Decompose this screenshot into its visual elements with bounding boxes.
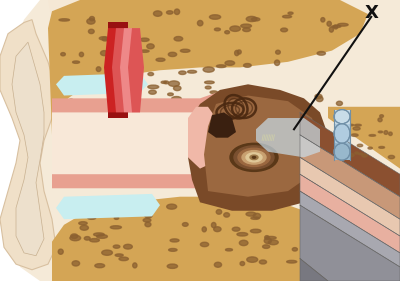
Ellipse shape: [253, 213, 260, 219]
Ellipse shape: [336, 101, 342, 105]
Ellipse shape: [139, 210, 145, 213]
Ellipse shape: [248, 91, 255, 96]
Ellipse shape: [87, 19, 95, 24]
Ellipse shape: [389, 132, 392, 135]
Ellipse shape: [194, 112, 198, 117]
Ellipse shape: [174, 106, 186, 111]
Ellipse shape: [179, 71, 186, 74]
Ellipse shape: [118, 33, 128, 35]
Ellipse shape: [288, 12, 293, 14]
Ellipse shape: [70, 235, 81, 241]
Ellipse shape: [111, 73, 121, 77]
Ellipse shape: [251, 217, 259, 219]
Ellipse shape: [243, 114, 249, 117]
Ellipse shape: [301, 250, 309, 253]
Ellipse shape: [238, 148, 270, 166]
Ellipse shape: [378, 131, 383, 133]
Polygon shape: [300, 205, 400, 281]
Ellipse shape: [99, 37, 108, 40]
Ellipse shape: [281, 114, 286, 117]
Ellipse shape: [214, 227, 221, 232]
Ellipse shape: [262, 245, 270, 248]
Ellipse shape: [330, 240, 341, 244]
Polygon shape: [104, 28, 120, 112]
Ellipse shape: [58, 249, 63, 254]
Ellipse shape: [148, 72, 154, 76]
Ellipse shape: [169, 248, 177, 251]
Ellipse shape: [174, 9, 180, 15]
Ellipse shape: [72, 61, 80, 63]
Polygon shape: [300, 157, 400, 236]
Ellipse shape: [334, 25, 338, 29]
Ellipse shape: [79, 52, 84, 57]
Ellipse shape: [307, 244, 313, 249]
Ellipse shape: [259, 260, 266, 264]
Ellipse shape: [268, 240, 278, 245]
Polygon shape: [188, 107, 216, 169]
Ellipse shape: [212, 223, 216, 228]
Ellipse shape: [72, 261, 80, 266]
Polygon shape: [334, 110, 350, 124]
Ellipse shape: [226, 99, 235, 104]
Ellipse shape: [168, 81, 180, 86]
Polygon shape: [112, 28, 128, 112]
Ellipse shape: [232, 227, 240, 231]
Ellipse shape: [115, 254, 123, 257]
Ellipse shape: [247, 257, 258, 262]
Ellipse shape: [281, 28, 288, 32]
Ellipse shape: [329, 268, 339, 271]
Ellipse shape: [264, 238, 272, 244]
Ellipse shape: [230, 143, 278, 171]
Ellipse shape: [124, 244, 132, 249]
Ellipse shape: [65, 207, 70, 212]
Ellipse shape: [270, 103, 276, 107]
Polygon shape: [52, 90, 224, 112]
Ellipse shape: [204, 81, 214, 84]
Ellipse shape: [83, 204, 92, 207]
Ellipse shape: [338, 23, 348, 26]
Ellipse shape: [251, 18, 260, 21]
Ellipse shape: [282, 15, 292, 18]
Ellipse shape: [130, 61, 135, 65]
Ellipse shape: [168, 52, 177, 56]
Ellipse shape: [198, 21, 203, 26]
Ellipse shape: [287, 260, 297, 263]
Ellipse shape: [88, 29, 94, 34]
Ellipse shape: [154, 11, 162, 16]
Ellipse shape: [145, 222, 151, 227]
Polygon shape: [48, 0, 352, 45]
Ellipse shape: [312, 205, 317, 210]
Ellipse shape: [234, 146, 274, 169]
Ellipse shape: [90, 17, 94, 21]
Polygon shape: [52, 197, 360, 281]
Ellipse shape: [379, 146, 384, 148]
Polygon shape: [120, 28, 136, 112]
Ellipse shape: [64, 214, 71, 217]
Ellipse shape: [250, 229, 261, 233]
Ellipse shape: [368, 147, 372, 149]
Ellipse shape: [180, 49, 190, 52]
Ellipse shape: [114, 94, 120, 97]
Ellipse shape: [202, 227, 206, 232]
Ellipse shape: [203, 67, 214, 72]
Polygon shape: [12, 42, 44, 256]
Ellipse shape: [119, 257, 128, 261]
Ellipse shape: [216, 65, 226, 68]
Ellipse shape: [380, 115, 384, 117]
Ellipse shape: [94, 233, 104, 236]
Ellipse shape: [214, 262, 222, 267]
Ellipse shape: [113, 245, 120, 248]
Ellipse shape: [84, 237, 90, 240]
Ellipse shape: [147, 44, 154, 49]
Polygon shape: [334, 124, 350, 143]
Ellipse shape: [292, 248, 298, 251]
Ellipse shape: [102, 37, 108, 41]
Ellipse shape: [332, 25, 341, 28]
Ellipse shape: [329, 239, 338, 242]
Ellipse shape: [362, 154, 367, 157]
Polygon shape: [208, 112, 236, 138]
Ellipse shape: [274, 60, 280, 65]
Ellipse shape: [79, 222, 87, 225]
Text: X: X: [364, 4, 378, 22]
